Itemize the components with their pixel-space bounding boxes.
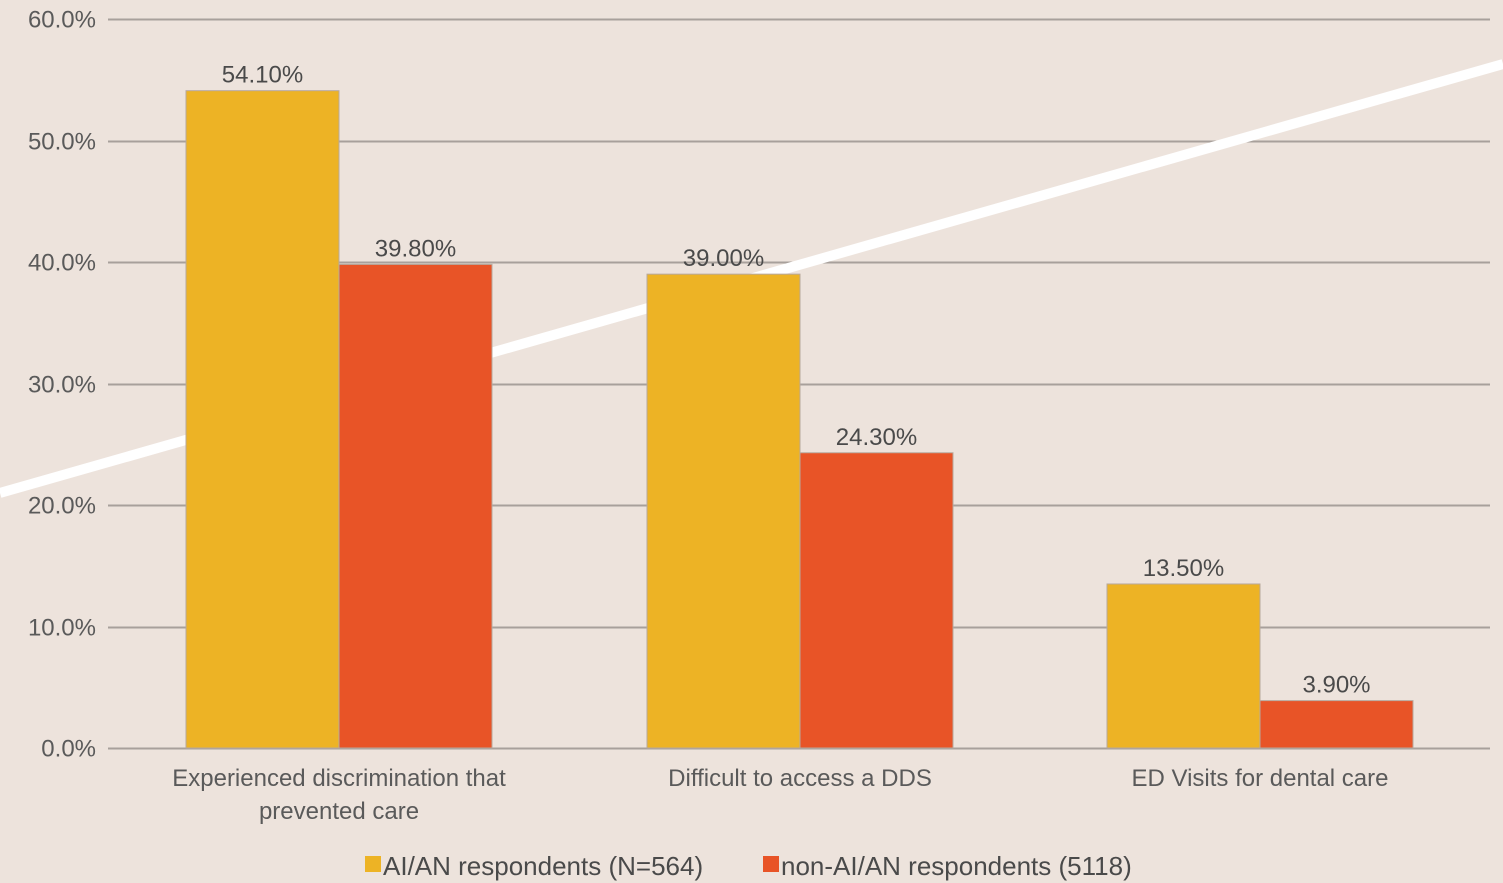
bar (185, 90, 340, 749)
bar (646, 273, 801, 749)
legend-swatch (365, 856, 381, 872)
category-label: Difficult to access a DDS (668, 765, 932, 792)
y-tick-label: 0.0% (41, 736, 96, 763)
data-label: 24.30% (836, 424, 917, 451)
y-tick-label: 60.0% (28, 7, 96, 34)
category-label: ED Visits for dental care (1131, 765, 1388, 792)
bar (338, 263, 493, 749)
data-label: 3.90% (1302, 672, 1370, 699)
y-tick-label: 30.0% (28, 372, 96, 399)
data-labels: 54.10% 39.00% 13.50% 39.80% 24.30% 3.90% (222, 62, 1371, 699)
data-label: 39.00% (683, 245, 764, 272)
legend: AI/AN respondents (N=564) non-AI/AN respo… (365, 851, 1132, 881)
y-tick-label: 50.0% (28, 129, 96, 156)
y-tick-label: 40.0% (28, 250, 96, 277)
legend-swatch (763, 856, 779, 872)
y-tick-label: 10.0% (28, 615, 96, 642)
bar (1106, 583, 1261, 749)
data-label: 54.10% (222, 62, 303, 89)
x-axis-categories: Experienced discrimination that prevented… (172, 765, 1388, 825)
bars (185, 90, 1414, 749)
legend-entry-label: non-AI/AN respondents (5118) (781, 851, 1132, 881)
category-label: Experienced discrimination that (172, 765, 506, 792)
y-tick-label: 20.0% (28, 493, 96, 520)
bar (1259, 700, 1414, 749)
data-label: 13.50% (1143, 555, 1224, 582)
category-label: prevented care (259, 798, 419, 825)
legend-entry-label: AI/AN respondents (N=564) (383, 851, 703, 881)
bar (799, 452, 954, 749)
data-label: 39.80% (375, 235, 456, 262)
y-axis-ticks: 0.0% 10.0% 20.0% 30.0% 40.0% 50.0% 60.0% (28, 7, 96, 763)
